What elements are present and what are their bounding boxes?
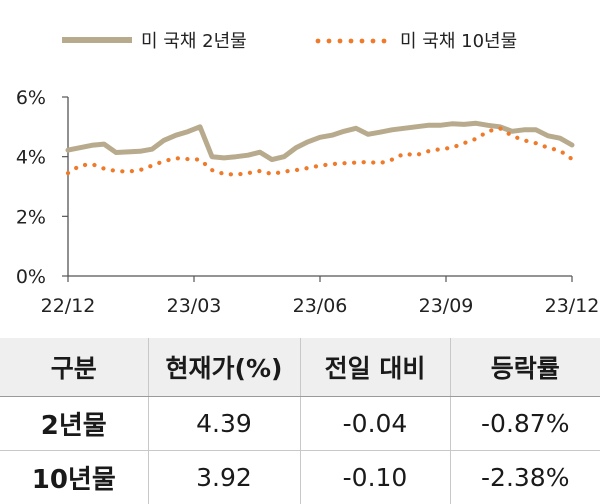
row-2y-change: -0.04 (299, 396, 450, 451)
y-tick-label: 0% (16, 266, 46, 288)
legend-label-2y: 미 국채 2년물 (141, 31, 247, 52)
row-10y-change: -0.10 (299, 450, 450, 504)
row-10y-name: 10년물 (0, 450, 148, 504)
series-line-10y (65, 126, 575, 177)
table-header-row: 구분 현재가(%) 전일 대비 등락률 (0, 338, 600, 397)
legend-swatch-10y-dot (370, 38, 376, 44)
row-2y-rate: -0.87% (449, 396, 600, 451)
table-row: 10년물 3.92 -0.10 -2.38% (0, 450, 600, 504)
legend-swatch-10y-dot (381, 38, 387, 44)
quote-table: 구분 현재가(%) 전일 대비 등락률 2년물 4.39 -0.04 -0.87… (0, 338, 600, 504)
header-daily-change: 전일 대비 (299, 338, 450, 397)
table-row: 2년물 4.39 -0.04 -0.87% (0, 396, 600, 451)
y-tick-label: 2% (16, 206, 46, 228)
header-current-price: 현재가(%) (147, 338, 300, 397)
x-tick-label: 23/09 (419, 295, 474, 317)
legend-swatch-10y-dot (315, 38, 321, 44)
legend-swatch-10y-dot (326, 38, 332, 44)
x-tick-label: 23/03 (167, 295, 222, 317)
chart-svg: 0% 2% 4% 6% 22/12 23/03 23/06 23/09 23/12 미 국채 2년… (16, 31, 600, 317)
row-2y-name: 2년물 (0, 396, 148, 451)
series-line-2y (65, 120, 575, 163)
row-10y-rate: -2.38% (449, 450, 600, 504)
x-tick-label: 22/12 (41, 295, 96, 317)
row-10y-current: 3.92 (147, 450, 300, 504)
legend-swatch-10y-dot (337, 38, 343, 44)
y-tick-label: 4% (16, 147, 46, 169)
yield-chart: 0% 2% 4% 6% 22/12 23/03 23/06 23/09 23/12 미 국채 2년… (16, 31, 600, 317)
legend-swatch-10y-dot (359, 38, 365, 44)
row-2y-current: 4.39 (147, 396, 300, 451)
legend-label-10y: 미 국채 10년물 (400, 31, 517, 52)
x-tick-label: 23/06 (293, 295, 348, 317)
header-category: 구분 (0, 338, 148, 397)
legend-swatch-10y-dot (348, 38, 354, 44)
header-change-rate: 등락률 (449, 338, 600, 397)
x-tick-label: 23/12 (545, 295, 600, 317)
y-tick-label: 6% (16, 87, 46, 109)
